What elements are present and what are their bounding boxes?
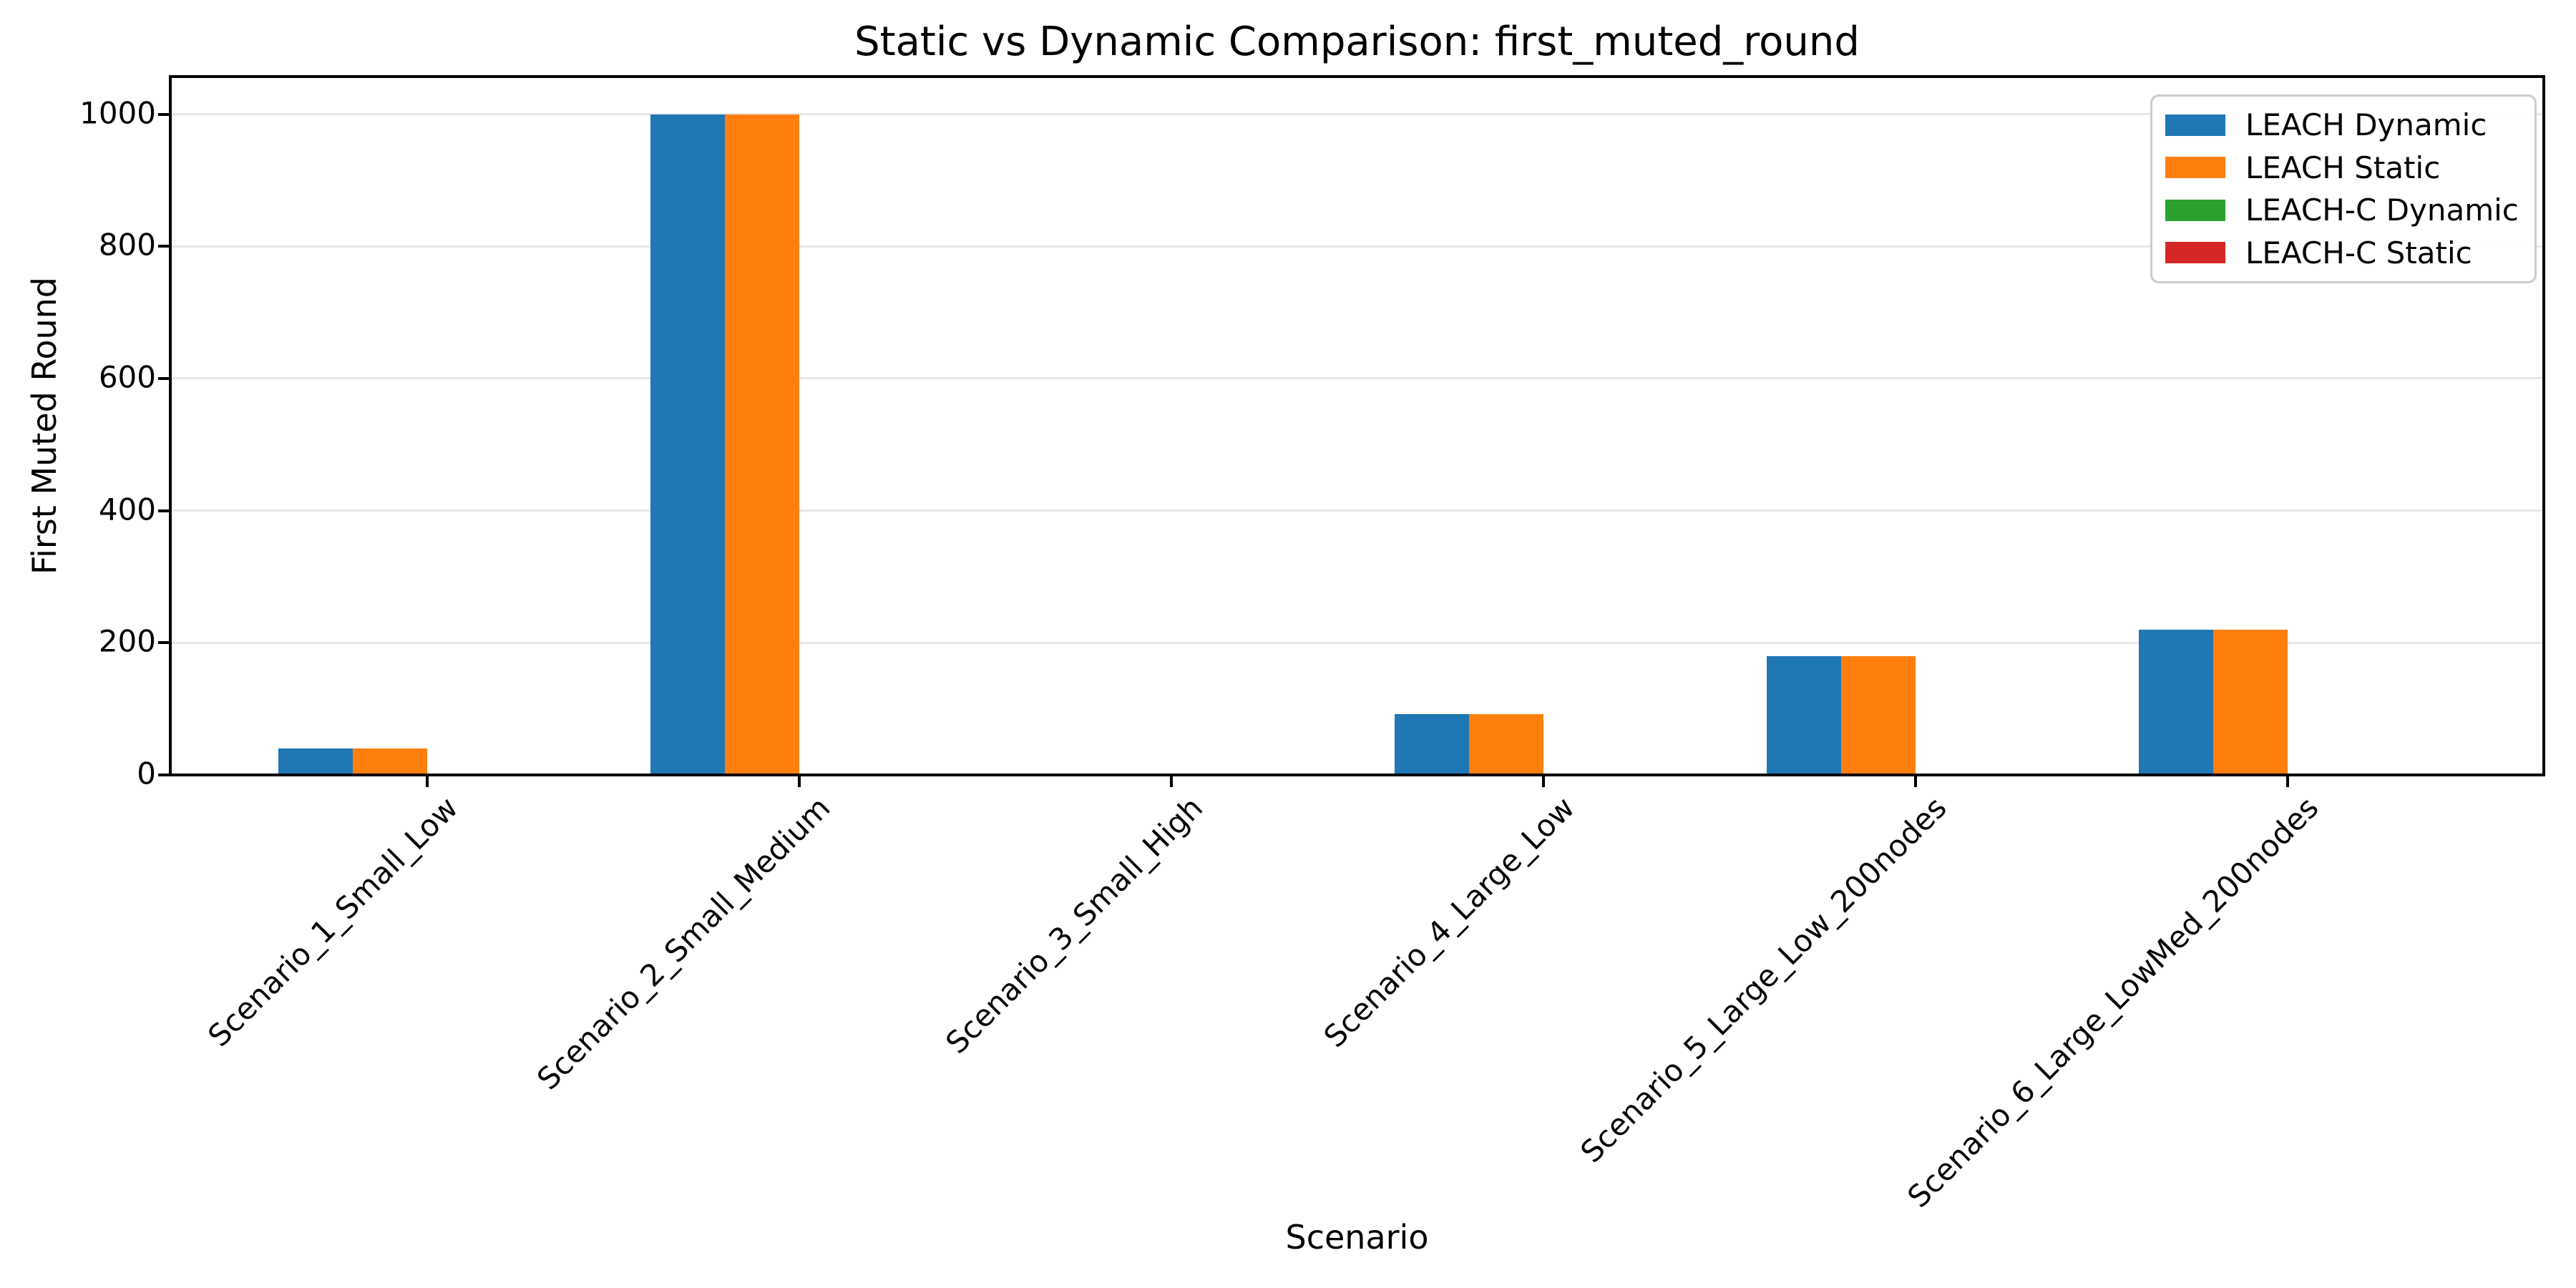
gridline xyxy=(170,641,2544,644)
y-tick-mark xyxy=(158,641,169,645)
bar xyxy=(725,114,799,775)
legend-label: LEACH-C Dynamic xyxy=(2245,192,2519,228)
legend-swatch xyxy=(2165,242,2225,264)
legend-label: LEACH Static xyxy=(2245,150,2441,185)
y-tick-label: 1000 xyxy=(79,95,156,131)
x-tick-mark xyxy=(798,776,801,787)
legend-swatch xyxy=(2165,157,2225,179)
legend-item: LEACH Static xyxy=(2165,150,2534,185)
x-tick-mark xyxy=(1542,776,1545,787)
gridline xyxy=(170,245,2544,248)
x-tick-label: Scenario_3_Small_High xyxy=(938,790,1209,1060)
legend-label: LEACH-C Static xyxy=(2245,235,2472,270)
legend-swatch xyxy=(2165,199,2225,221)
gridline xyxy=(170,113,2544,116)
x-tick-label: Scenario_4_Large_Low xyxy=(1317,790,1581,1055)
y-tick-mark xyxy=(158,245,169,248)
legend-label: LEACH Dynamic xyxy=(2245,107,2487,143)
bar xyxy=(1767,655,1841,775)
bar xyxy=(2139,629,2213,775)
y-tick-label: 600 xyxy=(98,359,156,395)
bar xyxy=(278,748,353,775)
x-tick-mark xyxy=(426,776,429,787)
bar xyxy=(2213,629,2288,775)
x-tick-label: Scenario_1_Small_Low xyxy=(201,790,465,1054)
y-axis-label: First Muted Round xyxy=(25,277,64,575)
bar xyxy=(1395,714,1469,775)
x-tick-mark xyxy=(1914,776,1917,787)
plot-frame xyxy=(169,75,2545,776)
x-axis-label: Scenario xyxy=(1285,1218,1429,1257)
bar xyxy=(1841,655,1916,775)
x-tick-label: Scenario_6_Large_LowMed_200nodes xyxy=(1901,790,2326,1215)
legend: LEACH Dynamic LEACH Static LEACH-C Dynamic… xyxy=(2150,94,2537,283)
legend-item: LEACH Dynamic xyxy=(2165,107,2534,142)
bar xyxy=(353,748,427,775)
gridline xyxy=(170,377,2544,380)
y-tick-label: 800 xyxy=(98,227,156,263)
legend-item: LEACH-C Dynamic xyxy=(2165,192,2534,228)
x-tick-mark xyxy=(2286,776,2289,787)
y-tick-mark xyxy=(158,509,169,512)
y-tick-mark xyxy=(158,376,169,380)
bar xyxy=(1469,714,1543,775)
y-tick-mark xyxy=(158,774,169,776)
y-tick-label: 400 xyxy=(98,492,156,527)
y-tick-label: 0 xyxy=(137,756,156,791)
y-tick-mark xyxy=(158,112,169,116)
legend-item: LEACH-C Static xyxy=(2165,235,2534,270)
x-tick-label: Scenario_2_Small_Medium xyxy=(530,790,837,1097)
legend-swatch xyxy=(2165,114,2225,136)
x-tick-mark xyxy=(1170,776,1173,787)
chart-title: Static vs Dynamic Comparison: first_mute… xyxy=(854,19,1860,65)
x-tick-label: Scenario_5_Large_Low_200nodes xyxy=(1574,790,1953,1170)
bar xyxy=(650,114,725,775)
y-tick-label: 200 xyxy=(98,623,156,659)
gridline xyxy=(170,509,2544,512)
